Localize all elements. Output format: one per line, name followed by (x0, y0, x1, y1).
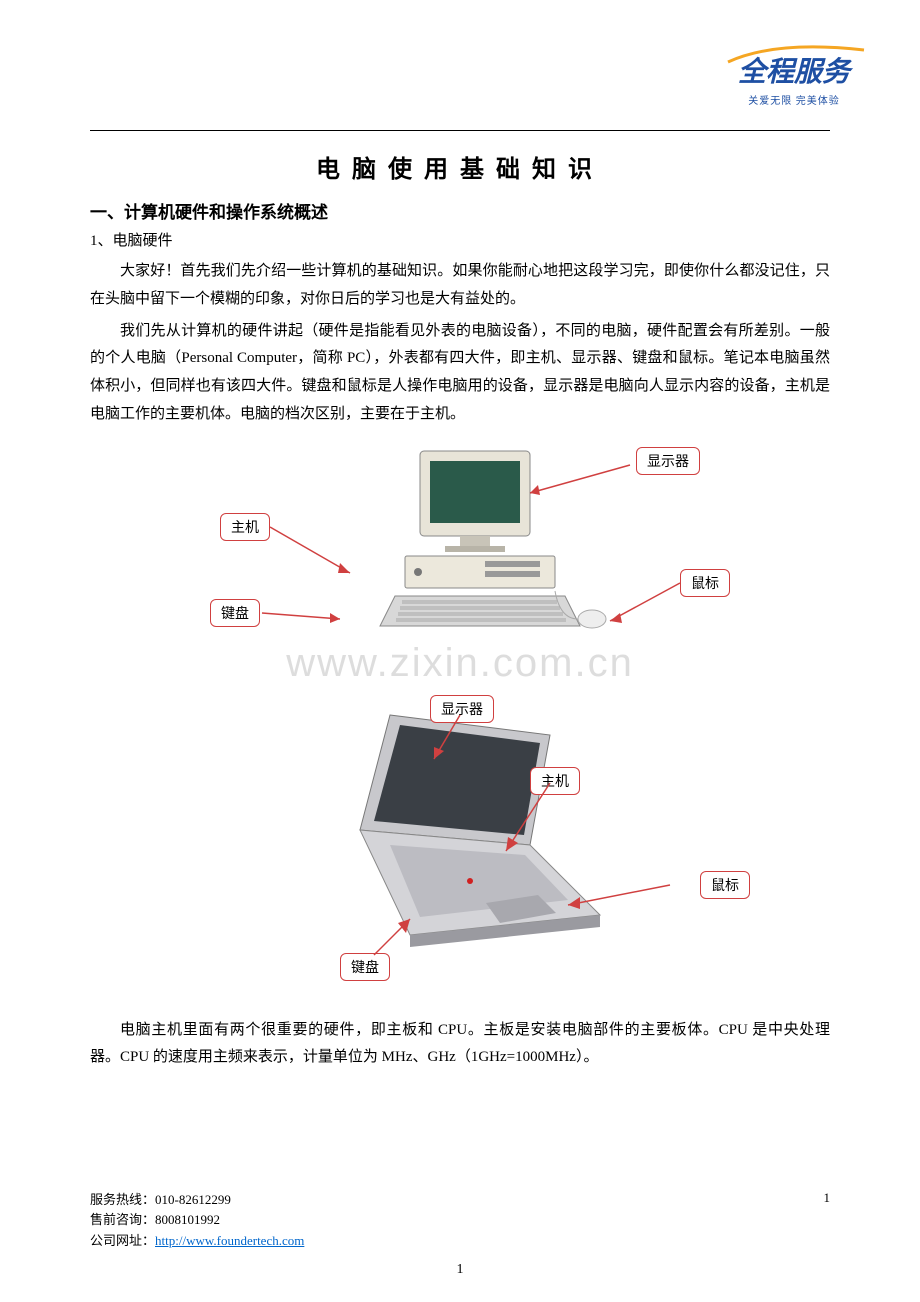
desktop-pc-icon (310, 441, 610, 681)
footer-hotline: 服务热线：010-82612299 (90, 1190, 830, 1211)
logo-main-text: 全程服务 (738, 50, 850, 90)
callout-tower-2: 主机 (530, 767, 580, 795)
subsection-1-heading: 1、电脑硬件 (90, 229, 830, 250)
brand-logo: 全程服务 关爱无限 完美体验 (738, 50, 850, 107)
presales-label: 售前咨询： (90, 1212, 155, 1227)
callout-mouse-2: 鼠标 (700, 871, 750, 899)
desktop-diagram: 显示器 主机 键盘 鼠标 www.zixin.com.cn (200, 441, 720, 691)
page-root: 全程服务 关爱无限 完美体验 电脑使用基础知识 一、计算机硬件和操作系统概述 1… (0, 0, 920, 1302)
laptop-icon (300, 695, 620, 955)
page-footer: 服务热线：010-82612299 售前咨询：8008101992 公司网址：h… (90, 1190, 830, 1252)
page-number-right: 1 (824, 1190, 831, 1206)
footer-presales: 售前咨询：8008101992 (90, 1210, 830, 1231)
logo-sub-text: 关爱无限 完美体验 (738, 92, 850, 107)
header-divider (90, 130, 830, 131)
site-link[interactable]: http://www.foundertech.com (155, 1233, 304, 1248)
callout-keyboard: 键盘 (210, 599, 260, 627)
callout-tower: 主机 (220, 513, 270, 541)
laptop-diagram: 显示器 主机 鼠标 键盘 (200, 695, 720, 995)
paragraph-1: 大家好！首先我们先介绍一些计算机的基础知识。如果你能耐心地把这段学习完，即使你什… (90, 258, 830, 314)
page-number-center: 1 (0, 1262, 920, 1278)
callout-mouse: 鼠标 (680, 569, 730, 597)
callout-monitor-2: 显示器 (430, 695, 494, 723)
footer-site: 公司网址：http://www.foundertech.com (90, 1231, 830, 1252)
hotline-label: 服务热线： (90, 1192, 155, 1207)
paragraph-3: 电脑主机里面有两个很重要的硬件，即主板和 CPU。主板是安装电脑部件的主要板体。… (90, 1017, 830, 1073)
callout-monitor: 显示器 (636, 447, 700, 475)
paragraph-2: 我们先从计算机的硬件讲起（硬件是指能看见外表的电脑设备），不同的电脑，硬件配置会… (90, 318, 830, 429)
page-title: 电脑使用基础知识 (90, 149, 830, 184)
callout-keyboard-2: 键盘 (340, 953, 390, 981)
hotline-value: 010-82612299 (155, 1192, 231, 1207)
section-1-heading: 一、计算机硬件和操作系统概述 (90, 198, 830, 223)
presales-value: 8008101992 (155, 1212, 220, 1227)
site-label: 公司网址： (90, 1233, 155, 1248)
